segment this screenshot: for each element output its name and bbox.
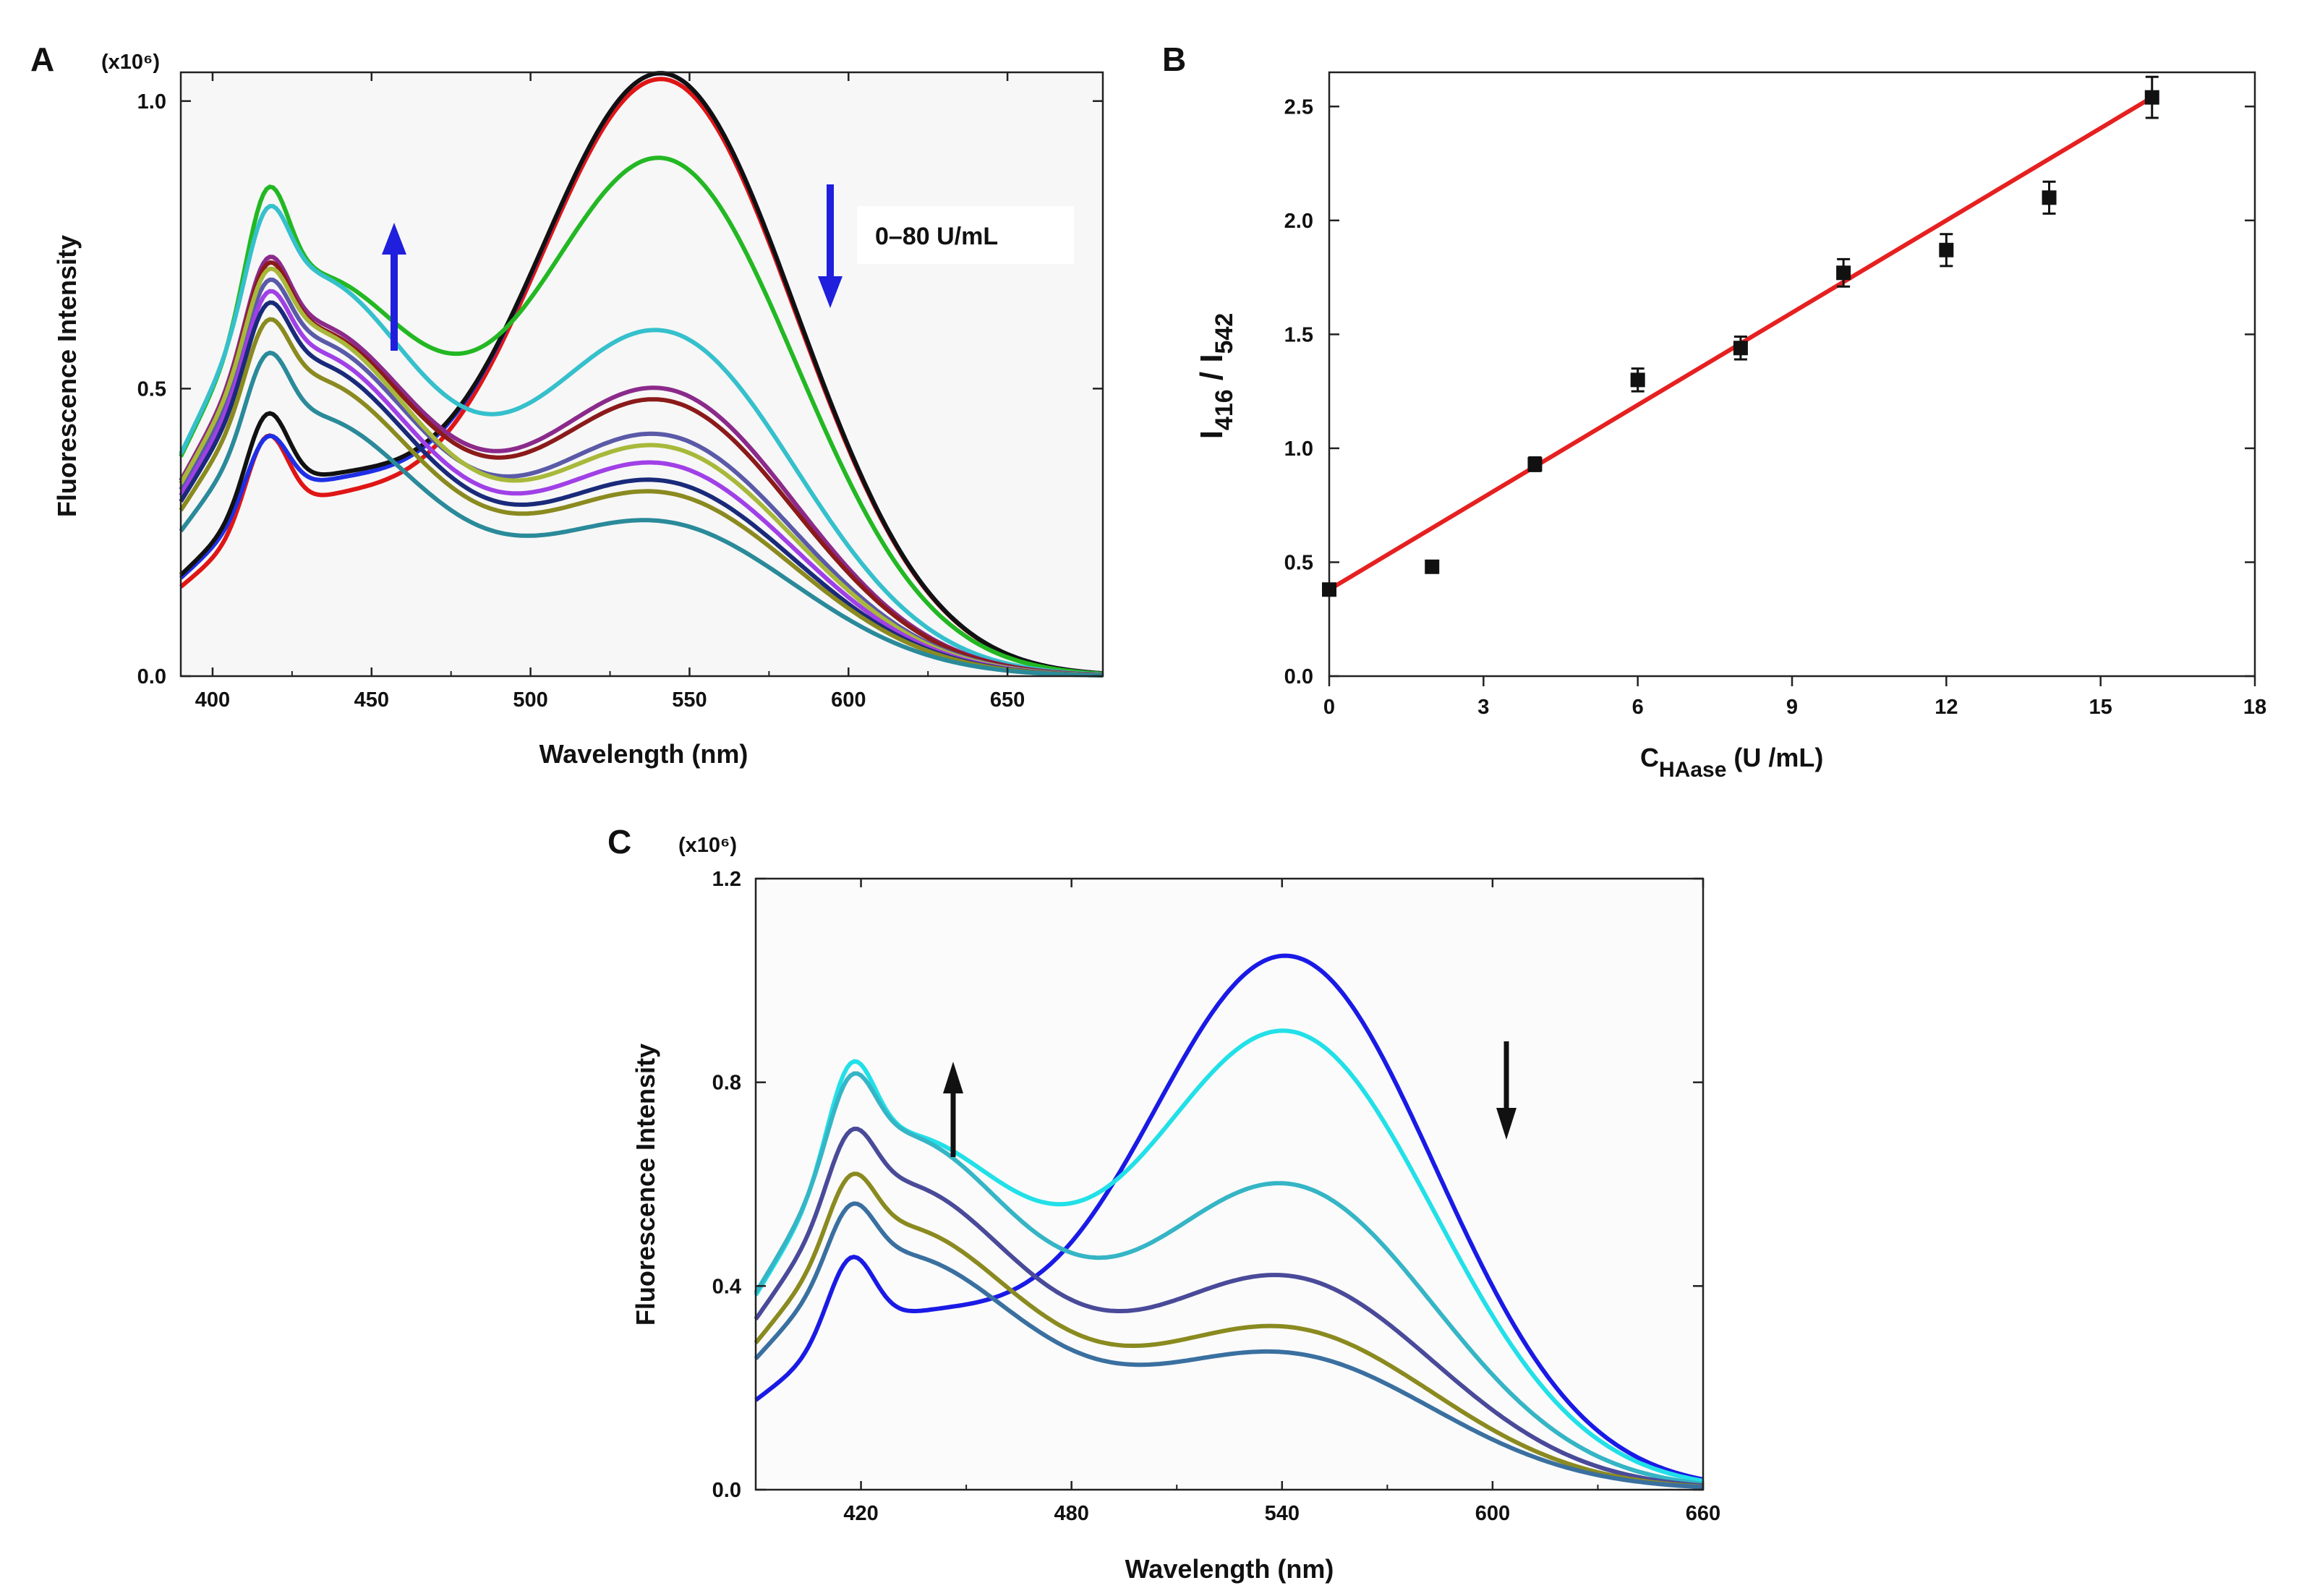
panel-a-ylabel: Fluorescence Intensity [52, 235, 82, 517]
panel-c-xtick-label: 600 [1475, 1502, 1510, 1525]
panel-a-xtick-label: 550 [672, 688, 707, 712]
panel-a-xtick-label: 500 [513, 688, 547, 712]
panel-b-ytick-label: 0.0 [1284, 665, 1313, 688]
panel-c-multiplier: (x10⁶) [678, 834, 737, 857]
panel-a-series [179, 71, 1104, 678]
panel-a-xtick-label: 650 [990, 688, 1025, 712]
panel-b-ylabel: I416 / I542 [1194, 313, 1238, 440]
panel-a-xtick-label: 450 [354, 688, 389, 712]
panel-b-points [1322, 75, 2159, 597]
panel-c-label: C [607, 823, 631, 861]
panel-a-down-arrowhead [818, 276, 843, 308]
panel-b-data-point [1425, 559, 1440, 574]
panel-a-frame [179, 71, 1104, 678]
panel-b-ticks: 0 3 6 9 12 15 18 0.0 0.5 1.0 1.5 2.0 2.5 [1284, 95, 2266, 719]
panel-c-down-arrowhead [1496, 1108, 1517, 1140]
panel-b-xtick-label: 6 [1632, 696, 1644, 719]
panel-b-ytick-label: 1.0 [1284, 438, 1313, 461]
panel-a-series-line-4 [179, 204, 1104, 677]
panel-c-xtick-label: 540 [1265, 1502, 1300, 1525]
panel-b-xlabel-main: C [1640, 743, 1659, 772]
panel-a-ytick-label: 0.0 [137, 665, 166, 688]
panel-c-series [754, 953, 1704, 1490]
panel-b-data-point [1733, 341, 1748, 356]
panel-a-annotation-bg [857, 206, 1074, 264]
panel-c-ytick-label: 0.8 [712, 1072, 741, 1095]
panel-b-ylabel-i1: I [1194, 430, 1229, 439]
panel-a-multiplier: (x10⁶) [101, 51, 160, 74]
panel-a-xtick-label: 600 [831, 688, 866, 712]
panel-a-ytick-label: 0.5 [137, 377, 166, 401]
panel-a-annotation: 0–80 U/mL [875, 223, 998, 250]
panel-b-ytick-label: 2.5 [1284, 95, 1313, 119]
panel-a-ytick-label: 1.0 [137, 90, 166, 114]
panel-a-series-line-12 [179, 350, 1104, 678]
panel-b-xlabel-sub: HAase [1659, 758, 1726, 782]
panel-b-xtick-label: 3 [1477, 696, 1489, 719]
panel-c-ytick-label: 0.0 [712, 1479, 741, 1502]
panel-c-ylabel: Fluorescence Intensity [631, 1044, 660, 1326]
panel-c-ticks: 420 480 540 600 660 0.0 0.4 0.8 1.2 [712, 868, 1721, 1525]
panel-c-series-line-4 [754, 1172, 1704, 1489]
panel-b-ylabel-sub2: 542 [1211, 313, 1238, 354]
panel-a-series-line-11 [179, 317, 1104, 678]
panel-b-data-point [1527, 456, 1543, 471]
panel-c-series-line-3 [754, 1126, 1704, 1488]
panel-c-xlabel: Wavelength (nm) [1125, 1554, 1334, 1584]
panel-a-series-line-3 [179, 155, 1104, 676]
panel-a-up-arrowhead [382, 223, 406, 255]
panel-b-data-point [1836, 265, 1851, 281]
panel-a-xlabel: Wavelength (nm) [539, 739, 748, 769]
panel-b-xtick-label: 0 [1323, 696, 1335, 719]
panel-c-ytick-label: 1.2 [712, 868, 741, 891]
panel-b-xtick-label: 15 [2089, 696, 2112, 719]
panel-b-xtick-label: 18 [2243, 696, 2266, 719]
panel-b-ylabel-sep: / I [1194, 354, 1229, 389]
panel-b-frame [1328, 71, 2256, 678]
panel-a-ticks: 400 450 500 550 600 650 0.0 0.5 1.0 [137, 72, 1103, 712]
panel-c-plot-bg [756, 879, 1703, 1490]
panel-b-data-point [1939, 242, 1954, 257]
panel-b-label: B [1162, 40, 1186, 78]
panel-a-label: A [30, 40, 54, 78]
panel-a-plot-bg [181, 72, 1103, 676]
panel-c-series-line-5 [754, 1201, 1704, 1490]
panel-a: A (x10⁶) 400 450 500 550 600 650 0.0 0.5 1.0 Wav… [30, 40, 1104, 769]
panel-c-xtick-label: 660 [1686, 1502, 1720, 1525]
panel-b: B 0 3 6 9 12 15 18 0.0 0.5 1.0 1.5 2.0 2.5 CHAase (U… [1162, 40, 2266, 782]
panel-c-up-arrowhead [943, 1062, 963, 1093]
panel-b-ytick-label: 2.0 [1284, 210, 1313, 233]
panel-c-series-line-0 [754, 953, 1704, 1482]
panel-b-data-point [2144, 90, 2159, 105]
panel-b-ytick-label: 0.5 [1284, 551, 1313, 574]
panel-c-xtick-label: 480 [1054, 1502, 1088, 1525]
panel-c-ytick-label: 0.4 [712, 1275, 741, 1298]
panel-b-ytick-label: 1.5 [1284, 323, 1313, 346]
panel-b-xtick-label: 9 [1786, 696, 1798, 719]
panel-c-series-line-2 [754, 1071, 1704, 1486]
panel-b-data-point [1322, 582, 1336, 597]
panel-a-xtick-label: 400 [195, 688, 230, 712]
panel-b-xlabel: CHAase (U /mL) [1640, 743, 1823, 782]
panel-b-data-point [2042, 190, 2057, 205]
panel-c-xtick-label: 420 [843, 1502, 878, 1525]
panel-a-series-line-2 [179, 71, 1104, 676]
panel-b-xtick-label: 12 [1935, 696, 1958, 719]
panel-b-ylabel-sub1: 416 [1211, 389, 1238, 430]
panel-c: C (x10⁶) 420 480 540 600 660 0.0 0.4 0.8 1.2 Wav… [607, 823, 1720, 1584]
panel-c-frame [754, 877, 1705, 1491]
panel-b-data-point [1630, 372, 1645, 388]
panel-b-xlabel-tail: (U /mL) [1726, 743, 1823, 772]
